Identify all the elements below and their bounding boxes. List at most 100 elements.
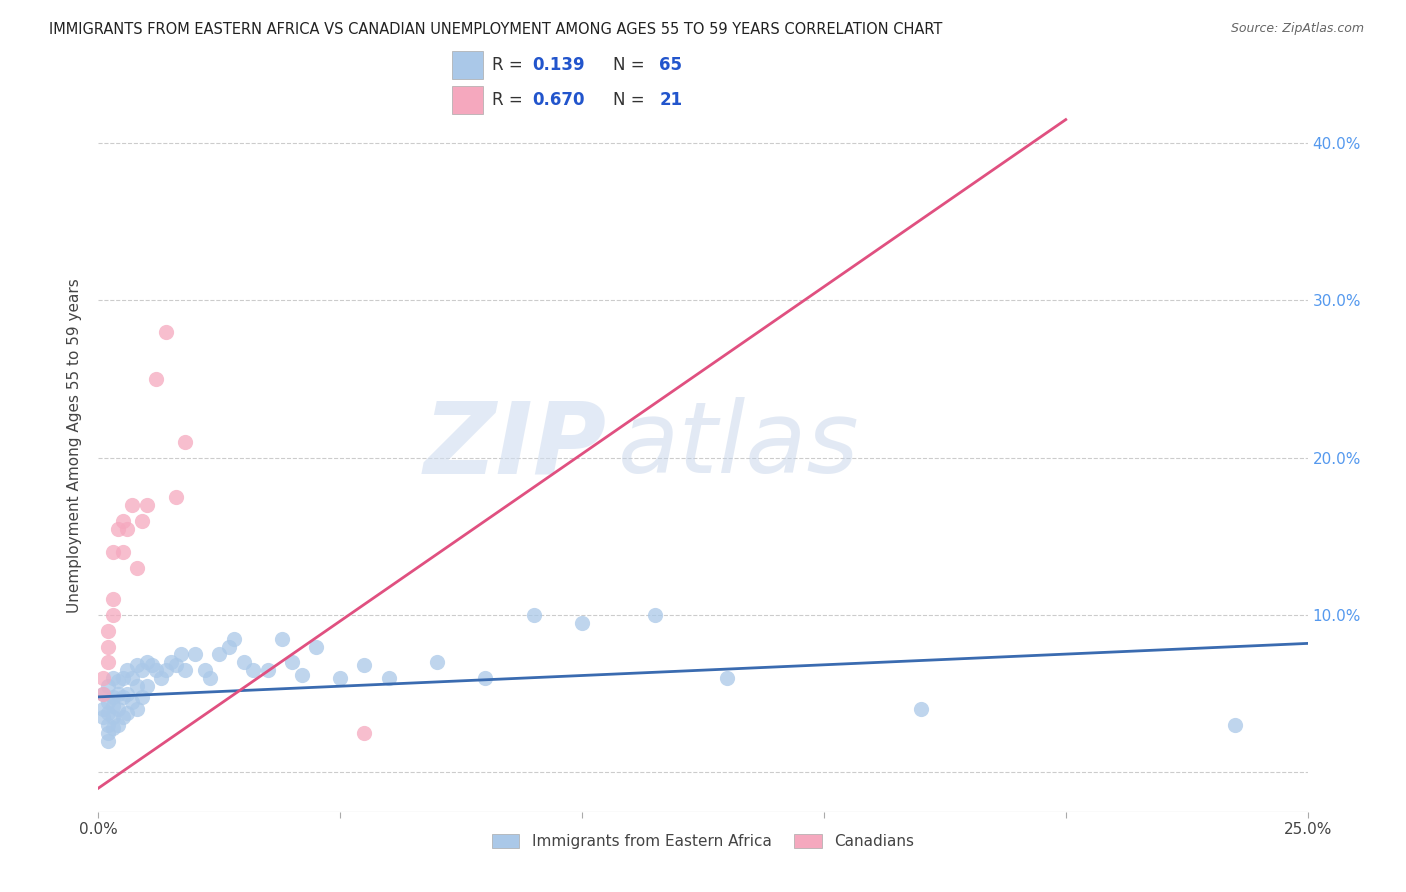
- Point: [377, 671, 399, 685]
- Point: [97, 679, 120, 693]
- Point: [571, 615, 593, 630]
- Text: N =: N =: [613, 91, 650, 109]
- Point: [127, 658, 149, 673]
- Point: [117, 687, 139, 701]
- Point: [145, 372, 167, 386]
- Bar: [453, 86, 484, 114]
- Point: [174, 435, 197, 450]
- Point: [135, 655, 157, 669]
- Text: 0.670: 0.670: [533, 91, 585, 109]
- Point: [111, 690, 134, 704]
- Point: [107, 687, 129, 701]
- Point: [174, 663, 197, 677]
- Point: [184, 648, 207, 662]
- Point: [1223, 718, 1246, 732]
- Text: 21: 21: [659, 91, 682, 109]
- Point: [101, 690, 124, 704]
- Point: [107, 718, 129, 732]
- Point: [97, 624, 120, 638]
- Point: [121, 498, 143, 512]
- Point: [135, 679, 157, 693]
- Point: [145, 663, 167, 677]
- Point: [127, 679, 149, 693]
- Point: [101, 722, 124, 736]
- Point: [208, 648, 231, 662]
- Point: [271, 632, 294, 646]
- Text: IMMIGRANTS FROM EASTERN AFRICA VS CANADIAN UNEMPLOYMENT AMONG AGES 55 TO 59 YEAR: IMMIGRANTS FROM EASTERN AFRICA VS CANADI…: [49, 22, 942, 37]
- Point: [91, 710, 114, 724]
- Point: [97, 726, 120, 740]
- Point: [194, 663, 217, 677]
- Text: 0.139: 0.139: [533, 56, 585, 74]
- Point: [117, 706, 139, 720]
- Point: [232, 655, 254, 669]
- Text: atlas: atlas: [619, 398, 860, 494]
- Point: [107, 702, 129, 716]
- Point: [131, 690, 153, 704]
- Point: [353, 726, 375, 740]
- Point: [523, 608, 546, 623]
- Point: [218, 640, 240, 654]
- Point: [117, 522, 139, 536]
- Point: [716, 671, 738, 685]
- Text: Source: ZipAtlas.com: Source: ZipAtlas.com: [1230, 22, 1364, 36]
- Point: [91, 687, 114, 701]
- Point: [97, 640, 120, 654]
- Point: [107, 522, 129, 536]
- Point: [91, 687, 114, 701]
- Point: [111, 514, 134, 528]
- Point: [474, 671, 496, 685]
- Y-axis label: Unemployment Among Ages 55 to 59 years: Unemployment Among Ages 55 to 59 years: [66, 278, 82, 614]
- Point: [242, 663, 264, 677]
- Point: [169, 648, 191, 662]
- Point: [281, 655, 304, 669]
- Point: [117, 663, 139, 677]
- Point: [97, 695, 120, 709]
- Point: [141, 658, 163, 673]
- Point: [101, 710, 124, 724]
- Point: [155, 325, 177, 339]
- Legend: Immigrants from Eastern Africa, Canadians: Immigrants from Eastern Africa, Canadian…: [485, 828, 921, 855]
- Point: [121, 671, 143, 685]
- Point: [256, 663, 278, 677]
- Point: [910, 702, 932, 716]
- Point: [150, 671, 173, 685]
- Point: [101, 608, 124, 623]
- Point: [131, 514, 153, 528]
- Point: [222, 632, 245, 646]
- Point: [101, 671, 124, 685]
- Point: [160, 655, 183, 669]
- Point: [127, 702, 149, 716]
- Point: [111, 710, 134, 724]
- Point: [127, 561, 149, 575]
- Point: [165, 490, 187, 504]
- Point: [101, 545, 124, 559]
- Text: 65: 65: [659, 56, 682, 74]
- Text: R =: R =: [492, 91, 529, 109]
- Point: [97, 734, 120, 748]
- Point: [353, 658, 375, 673]
- Text: R =: R =: [492, 56, 529, 74]
- Text: ZIP: ZIP: [423, 398, 606, 494]
- Point: [644, 608, 666, 623]
- Point: [155, 663, 177, 677]
- Point: [111, 545, 134, 559]
- Point: [97, 706, 120, 720]
- Point: [97, 655, 120, 669]
- Point: [305, 640, 328, 654]
- Point: [111, 671, 134, 685]
- Point: [91, 702, 114, 716]
- Point: [329, 671, 352, 685]
- Point: [135, 498, 157, 512]
- Point: [107, 674, 129, 689]
- Point: [131, 663, 153, 677]
- Point: [97, 718, 120, 732]
- Point: [165, 658, 187, 673]
- Point: [198, 671, 221, 685]
- Point: [290, 668, 312, 682]
- Point: [121, 695, 143, 709]
- Point: [101, 592, 124, 607]
- Point: [426, 655, 449, 669]
- Point: [101, 699, 124, 714]
- Point: [91, 671, 114, 685]
